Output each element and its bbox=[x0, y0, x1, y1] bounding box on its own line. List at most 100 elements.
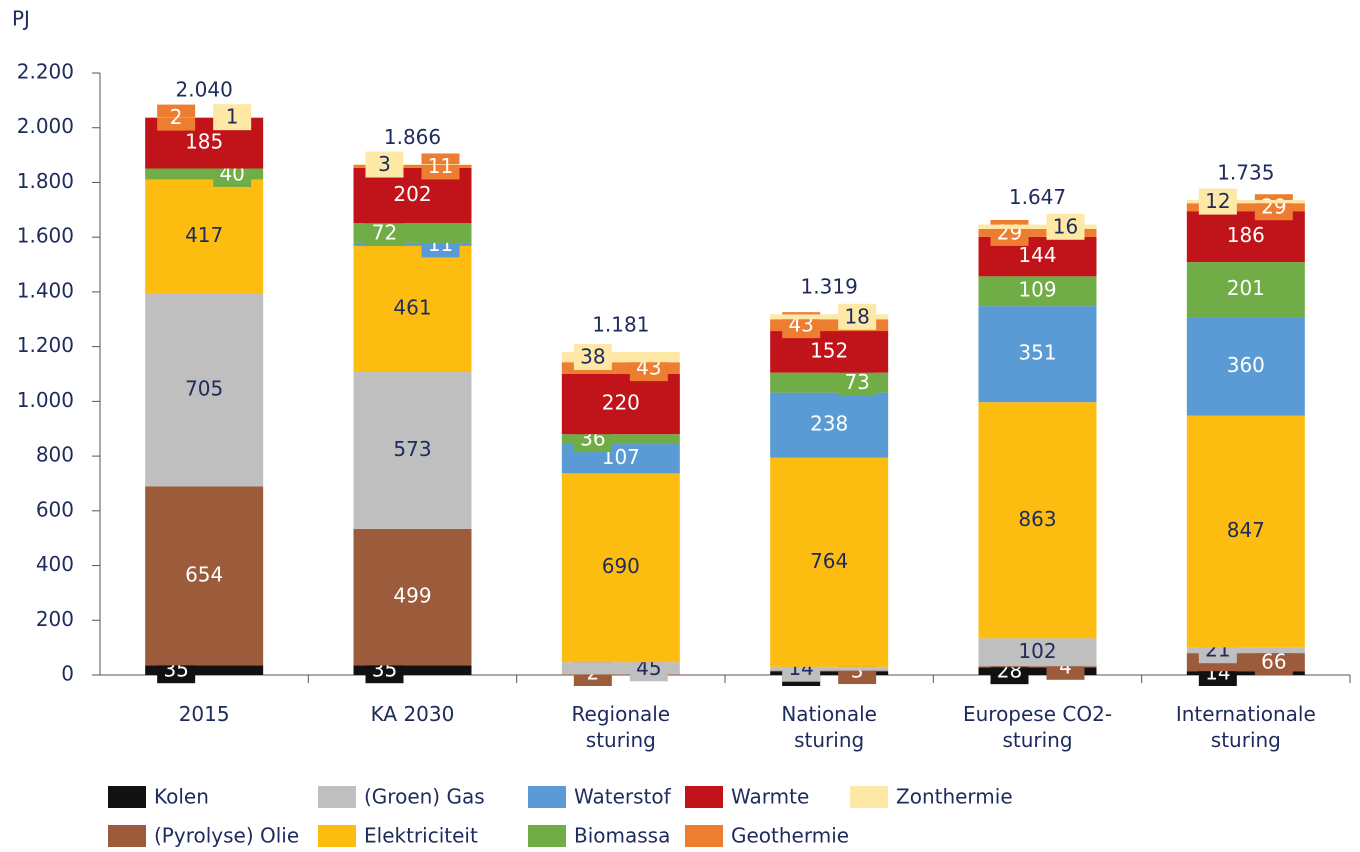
data-label: 417 bbox=[185, 223, 223, 247]
legend-swatch bbox=[528, 786, 566, 808]
data-label: 764 bbox=[810, 549, 848, 573]
bar-segment bbox=[978, 276, 1097, 307]
data-label: 29 bbox=[1261, 195, 1286, 219]
bar-segment bbox=[145, 665, 264, 675]
y-tick-label: 400 bbox=[36, 552, 74, 576]
bar-segment bbox=[145, 179, 264, 294]
legend-label: Kolen bbox=[154, 785, 209, 809]
data-label: 185 bbox=[185, 130, 223, 154]
bar-segment bbox=[561, 351, 680, 363]
total-label: 1.866 bbox=[384, 125, 441, 149]
data-label-box bbox=[838, 303, 877, 330]
data-label: 654 bbox=[185, 562, 223, 586]
total-label: 1.319 bbox=[801, 275, 858, 299]
legend-label: Warmte bbox=[731, 785, 809, 809]
bar-segment bbox=[978, 402, 1097, 639]
bar-segment bbox=[978, 228, 1097, 237]
bar-segment bbox=[561, 362, 680, 374]
data-label-box bbox=[573, 344, 612, 371]
x-tick-label: KA 2030 bbox=[370, 702, 455, 726]
y-tick-label: 2.000 bbox=[17, 114, 74, 138]
y-tick-label: 0 bbox=[61, 662, 74, 686]
data-label: 3 bbox=[378, 152, 391, 176]
data-label: 705 bbox=[185, 377, 223, 401]
bar-segment bbox=[145, 486, 264, 666]
bar-segment bbox=[770, 319, 889, 332]
data-label: 360 bbox=[1227, 353, 1265, 377]
data-label: 573 bbox=[393, 437, 431, 461]
y-tick-label: 200 bbox=[36, 607, 74, 631]
total-label: 1.735 bbox=[1217, 161, 1274, 185]
legend-swatch bbox=[528, 825, 566, 847]
total-label: 2.040 bbox=[176, 77, 233, 101]
y-tick-label: 2.200 bbox=[17, 60, 74, 84]
bar-segment bbox=[1186, 415, 1305, 648]
legend-swatch bbox=[318, 786, 356, 808]
data-label: 690 bbox=[602, 554, 640, 578]
data-label-box bbox=[1198, 188, 1237, 215]
bar-segment bbox=[561, 434, 680, 445]
bar-segment bbox=[561, 473, 680, 663]
bar-segment bbox=[1186, 262, 1305, 318]
data-label: 109 bbox=[1018, 278, 1056, 302]
bar-segment bbox=[978, 224, 1097, 229]
data-label: 202 bbox=[393, 182, 431, 206]
bar-segment bbox=[145, 168, 264, 180]
x-tick-label: 2015 bbox=[178, 702, 230, 726]
data-label-box bbox=[365, 151, 404, 178]
data-label: 499 bbox=[393, 584, 431, 608]
y-tick-label: 1.400 bbox=[17, 278, 74, 302]
bar-segment bbox=[978, 306, 1097, 403]
legend-label: (Groen) Gas bbox=[364, 785, 485, 809]
legend-label: Zonthermie bbox=[896, 785, 1013, 809]
x-tick-label: Internationale sturing bbox=[1175, 702, 1316, 752]
data-label-box bbox=[838, 369, 877, 396]
data-label-box bbox=[1254, 649, 1293, 676]
bar-segment bbox=[353, 164, 472, 168]
bar-segment bbox=[353, 528, 472, 666]
y-axis-label: PJ bbox=[12, 7, 30, 31]
legend-swatch bbox=[108, 786, 146, 808]
data-label: 12 bbox=[1205, 189, 1230, 213]
data-label: 220 bbox=[602, 391, 640, 415]
bar-segment bbox=[353, 164, 472, 165]
y-tick-label: 1.600 bbox=[17, 224, 74, 248]
data-label: 863 bbox=[1018, 507, 1056, 531]
data-label: 186 bbox=[1227, 223, 1265, 247]
legend-label: (Pyrolyse) Olie bbox=[154, 824, 299, 848]
bar-segment bbox=[353, 245, 472, 373]
data-label-box bbox=[365, 220, 404, 247]
data-label: 201 bbox=[1227, 276, 1265, 300]
data-label: 16 bbox=[1053, 214, 1078, 238]
bar-segment bbox=[978, 666, 1097, 668]
legend-label: Biomassa bbox=[574, 824, 670, 848]
bar-segment bbox=[145, 117, 264, 118]
data-label: 38 bbox=[580, 345, 605, 369]
bar-segment bbox=[770, 392, 889, 458]
bar-segment bbox=[978, 638, 1097, 667]
data-label: 351 bbox=[1018, 341, 1056, 365]
data-label: 1 bbox=[226, 105, 239, 129]
data-label-box bbox=[421, 153, 460, 180]
bar-segment bbox=[978, 667, 1097, 675]
bar-segment bbox=[561, 674, 680, 675]
data-label-box bbox=[157, 104, 196, 131]
bar-segment bbox=[770, 314, 889, 320]
data-label: 66 bbox=[1261, 650, 1286, 674]
bar-segment bbox=[353, 242, 472, 246]
bar-segment bbox=[770, 666, 889, 671]
data-label: 72 bbox=[372, 221, 397, 245]
bar-segment bbox=[770, 670, 889, 672]
bar-segment bbox=[770, 671, 889, 675]
bar-segment bbox=[770, 457, 889, 667]
bar-segment bbox=[353, 372, 472, 529]
data-label: 11 bbox=[428, 154, 453, 178]
legend-swatch bbox=[318, 825, 356, 847]
total-label: 1.647 bbox=[1009, 185, 1066, 209]
legend-label: Elektriciteit bbox=[364, 824, 478, 848]
legend-swatch bbox=[685, 825, 723, 847]
x-tick-label: Nationale sturing bbox=[781, 702, 877, 752]
x-tick-label: Europese CO2-sturing bbox=[962, 702, 1113, 752]
y-tick-label: 600 bbox=[36, 497, 74, 521]
